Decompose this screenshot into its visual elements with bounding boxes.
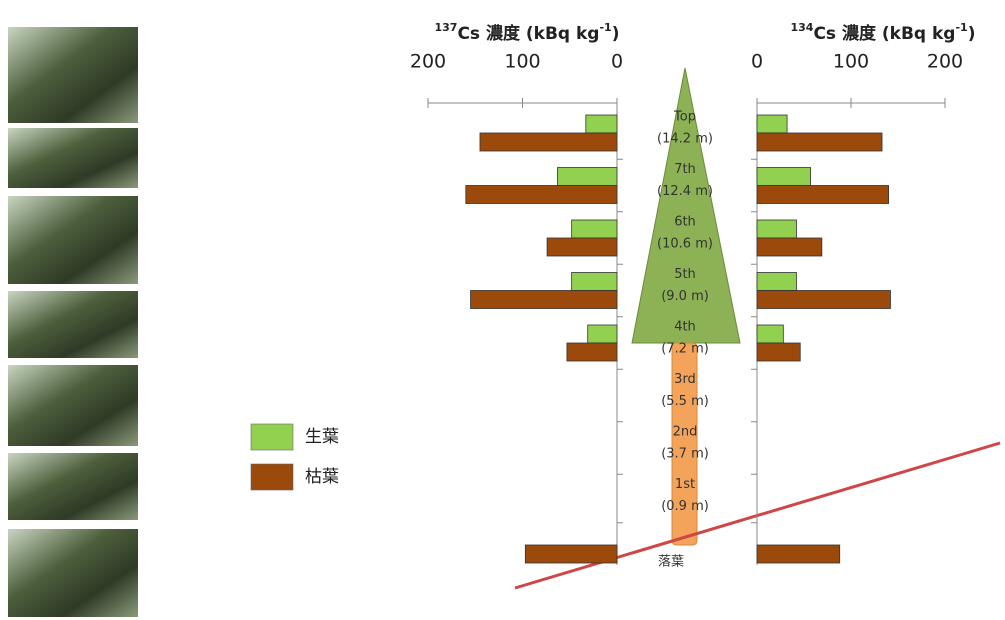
bar bbox=[756, 342, 801, 362]
photo bbox=[8, 453, 138, 520]
x-tick-label: 100 bbox=[504, 51, 540, 73]
category-label: 3rd bbox=[674, 372, 696, 387]
photo bbox=[8, 128, 138, 188]
category-label: 6th bbox=[674, 215, 696, 230]
height-label: (3.7 m) bbox=[661, 447, 709, 462]
legend-swatch bbox=[250, 463, 294, 491]
bar bbox=[756, 219, 797, 239]
bar bbox=[756, 132, 883, 152]
photo bbox=[8, 196, 138, 284]
tree-trunk bbox=[671, 342, 698, 546]
bar bbox=[756, 324, 784, 344]
legend-label: 枯葉 bbox=[305, 467, 339, 487]
bar bbox=[756, 237, 823, 257]
height-label: (5.5 m) bbox=[661, 394, 709, 409]
bar bbox=[587, 324, 618, 344]
legend-swatch bbox=[250, 423, 294, 451]
height-label: (10.6 m) bbox=[657, 237, 713, 252]
axis-title: 134Cs 濃度 (kBq kg-1) bbox=[790, 21, 975, 44]
bar bbox=[756, 167, 811, 186]
category-label: 7th bbox=[674, 162, 696, 177]
axis-title: 137Cs 濃度 (kBq kg-1) bbox=[434, 21, 619, 44]
x-tick-label: 100 bbox=[833, 51, 869, 73]
x-tick-label: 200 bbox=[410, 51, 446, 73]
category-label: 落葉 bbox=[658, 555, 684, 570]
bar bbox=[756, 544, 841, 564]
bar bbox=[571, 272, 618, 291]
category-label: 4th bbox=[674, 320, 696, 335]
photo bbox=[8, 529, 138, 617]
bar bbox=[479, 132, 618, 152]
axis-title-part: ) bbox=[612, 24, 620, 44]
axis-title-part: 137 bbox=[434, 21, 457, 34]
category-label: 2nd bbox=[673, 425, 698, 440]
axis-title-part: -1 bbox=[955, 21, 967, 34]
height-label: (14.2 m) bbox=[657, 132, 713, 147]
axis-title-part: 134 bbox=[790, 21, 813, 34]
bar bbox=[585, 114, 618, 134]
bar bbox=[524, 544, 618, 564]
category-label: Top bbox=[673, 110, 696, 125]
bar bbox=[566, 342, 618, 362]
axis-title-part: Cs 濃度 (kBq kg bbox=[813, 23, 955, 44]
category-label: 1st bbox=[675, 477, 695, 492]
x-tick-label: 200 bbox=[927, 51, 963, 73]
x-tick-label: 0 bbox=[751, 51, 763, 73]
photo bbox=[8, 27, 138, 123]
height-label: (7.2 m) bbox=[661, 342, 709, 357]
bar bbox=[557, 167, 618, 186]
bar bbox=[571, 219, 618, 239]
bar bbox=[470, 290, 618, 309]
category-label: 5th bbox=[674, 267, 696, 282]
photo bbox=[8, 365, 138, 446]
photo bbox=[8, 291, 138, 358]
bar bbox=[465, 185, 618, 204]
photos bbox=[8, 27, 138, 617]
bar bbox=[756, 185, 890, 204]
legend-label: 生葉 bbox=[305, 427, 339, 447]
bar bbox=[756, 290, 891, 309]
height-label: (9.0 m) bbox=[661, 289, 709, 304]
x-tick-label: 0 bbox=[611, 51, 623, 73]
height-label: (0.9 m) bbox=[661, 499, 709, 514]
height-label: (12.4 m) bbox=[657, 184, 713, 199]
axis-title-part: ) bbox=[968, 24, 976, 44]
bar bbox=[756, 272, 797, 291]
axis-title-part: Cs 濃度 (kBq kg bbox=[457, 23, 599, 44]
bar bbox=[546, 237, 618, 257]
axis-title-part: -1 bbox=[599, 21, 611, 34]
bar bbox=[756, 114, 788, 134]
